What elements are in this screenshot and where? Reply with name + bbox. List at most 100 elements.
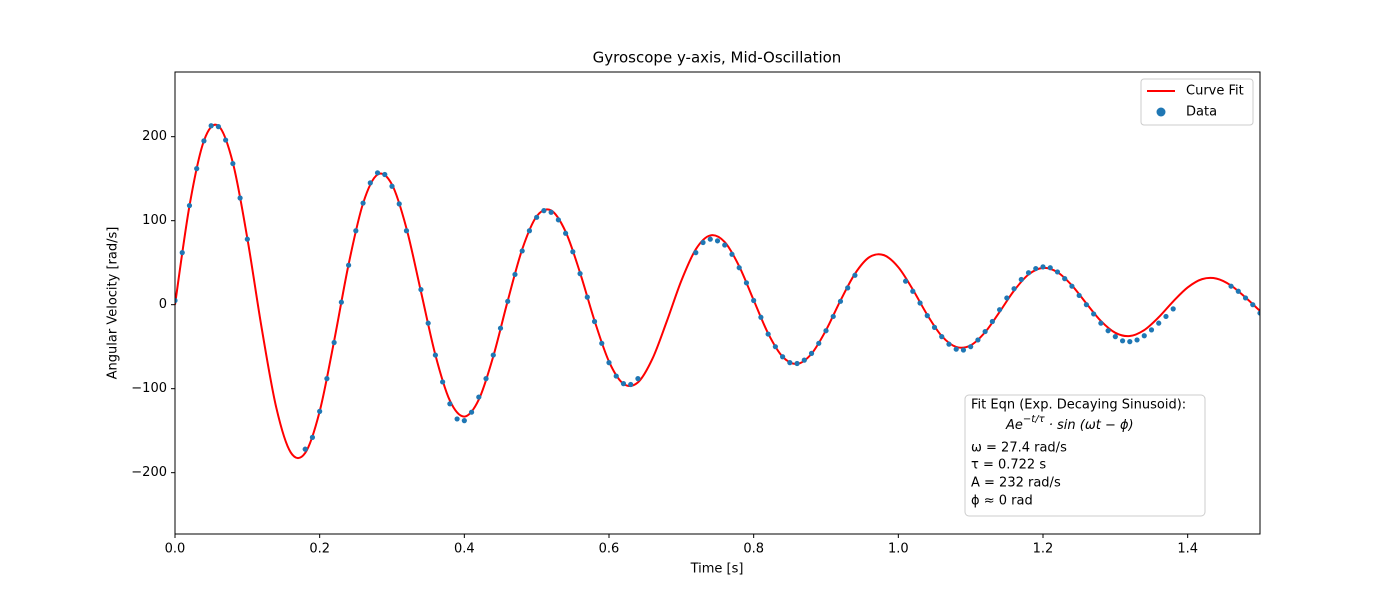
data-point <box>1091 311 1097 317</box>
y-tick-label: −100 <box>131 381 167 396</box>
data-point <box>201 138 207 144</box>
data-point <box>830 313 836 320</box>
data-point <box>367 180 373 186</box>
data-point <box>1011 286 1017 292</box>
data-point <box>1083 302 1089 308</box>
data-point <box>1242 295 1249 301</box>
data-point <box>758 314 764 320</box>
data-point <box>1105 328 1111 334</box>
data-point <box>1004 295 1010 301</box>
legend-label: Data <box>1186 105 1217 120</box>
data-point <box>751 297 757 304</box>
data-point <box>1054 269 1061 275</box>
annotation-box <box>964 394 1206 517</box>
data-point <box>519 248 525 254</box>
data-point <box>1062 276 1068 282</box>
x-tick-label: 0.8 <box>743 542 764 557</box>
data-point <box>215 124 221 130</box>
x-tick-label: 0.4 <box>454 542 475 557</box>
data-point <box>953 346 959 352</box>
data-point <box>1025 270 1032 276</box>
data-point <box>483 376 489 382</box>
data-point <box>338 299 344 305</box>
data-point <box>693 250 699 256</box>
data-point <box>541 208 547 214</box>
data-point <box>194 166 200 172</box>
data-point <box>931 324 938 330</box>
data-point <box>476 394 482 400</box>
data-point <box>432 352 438 358</box>
data-point <box>1170 306 1176 312</box>
data-point <box>845 285 851 291</box>
data-point <box>787 360 793 366</box>
x-tick-label: 1.0 <box>888 542 909 557</box>
data-point <box>346 262 352 268</box>
x-tick-label: 1.2 <box>1033 542 1054 557</box>
data-point <box>1098 320 1104 326</box>
equation-rest: · sin (ωt − ϕ) <box>1045 418 1134 433</box>
data-point <box>309 434 316 440</box>
fit-curve <box>175 123 1260 460</box>
data-point <box>1148 327 1155 333</box>
data-point <box>1228 283 1234 289</box>
data-point <box>975 337 981 343</box>
data-point <box>244 236 250 242</box>
legend-label: Curve Fit <box>1186 84 1244 99</box>
data-point <box>1040 264 1046 270</box>
data-point <box>555 217 561 223</box>
axes-frame <box>174 71 1261 535</box>
data-point <box>1134 337 1140 343</box>
data-point <box>1235 288 1241 294</box>
data-point <box>1047 265 1053 271</box>
data-point <box>324 376 330 382</box>
data-point <box>628 381 634 388</box>
data-point <box>722 242 728 248</box>
y-tick-label: −200 <box>131 465 167 480</box>
data-point <box>946 341 952 347</box>
data-point <box>591 318 598 325</box>
data-point <box>714 238 721 244</box>
data-point <box>989 318 995 325</box>
data-point <box>461 418 467 424</box>
legend-marker <box>1156 107 1166 117</box>
data-point <box>186 202 193 209</box>
data-point <box>924 313 930 319</box>
plot-area <box>175 123 1260 460</box>
data-point <box>1127 339 1133 345</box>
x-tick-label: 0.0 <box>165 542 186 557</box>
data-point <box>563 230 569 236</box>
x-tick-label: 0.2 <box>309 542 330 557</box>
data-point <box>801 357 807 363</box>
data-point <box>389 183 395 189</box>
data-point <box>968 344 974 350</box>
data-point <box>910 288 916 294</box>
data-point <box>960 347 967 353</box>
x-tick-label: 1.4 <box>1177 542 1198 557</box>
data-point <box>620 381 627 387</box>
data-point <box>360 200 366 206</box>
data-point <box>179 250 185 256</box>
data-point <box>526 228 533 234</box>
data-point <box>396 201 402 207</box>
data-point <box>1018 276 1024 283</box>
data-point <box>223 137 229 143</box>
x-tick-label: 0.6 <box>599 542 620 557</box>
data-point <box>317 408 323 414</box>
data-point <box>505 298 511 304</box>
data-point <box>1141 333 1147 339</box>
data-point <box>374 170 381 176</box>
data-point <box>599 340 605 346</box>
data-point <box>997 307 1003 313</box>
chart-title: Gyroscope y-axis, Mid-Oscillation <box>593 49 842 67</box>
data-point <box>606 360 612 366</box>
data-point <box>736 265 742 271</box>
data-point <box>1257 310 1260 316</box>
annotation: Fit Eqn (Exp. Decaying Sinusoid): Ae−t/τ… <box>964 394 1206 517</box>
data-point <box>454 416 460 422</box>
data-point <box>237 195 243 201</box>
data-point <box>331 339 337 346</box>
data-point <box>1033 265 1039 272</box>
y-tick-label: 0 <box>159 297 167 312</box>
data-point <box>837 298 844 304</box>
data-point <box>917 300 923 306</box>
